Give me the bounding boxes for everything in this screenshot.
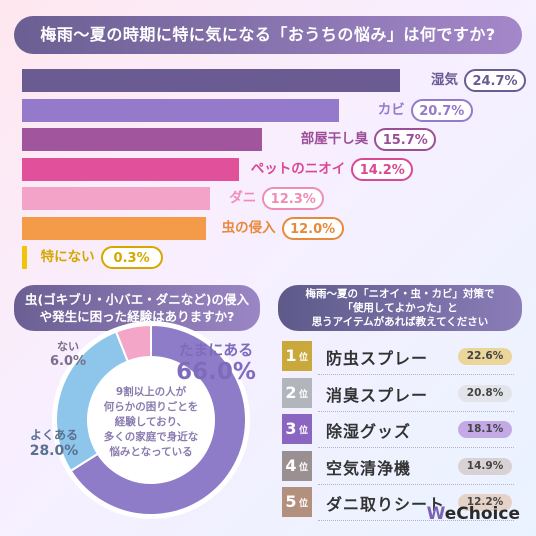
rank-divider [318,520,514,521]
bar-value-label: 12.3% [262,187,325,210]
bar-category-label: 虫の侵入 [221,219,276,236]
rank-number: 1 [285,346,297,365]
bar-value-label: 24.7% [464,69,526,92]
rank-number: 3 [285,419,297,438]
donut-category-label: ない [57,340,79,353]
bar-category-label: 特にない [40,249,95,265]
donut-category-label: たまにある [178,341,254,359]
rank-value: 18.1% [458,421,512,438]
donut-category-label: よくある [29,428,78,442]
rank-item-name: 消臭スプレー [326,385,429,405]
rank-item-name: 防虫スプレー [326,349,429,368]
rank-value: 14.9% [458,457,512,475]
rank-value: 22.6% [458,348,512,365]
bar [22,246,27,269]
header-title: 梅雨〜夏の時期に特に気になる「おうちの悩み」は何ですか? [40,25,496,44]
ranking-question-banner: 梅雨〜夏の「ニオイ・虫・カビ」対策で 「使用してよかった」と 思うアイテムがあれ… [278,285,522,331]
bar-value-label: 12.0% [281,216,344,240]
donut-slice [69,323,247,516]
bar-category-label: 部屋干し臭 [300,131,369,147]
bar [22,157,240,181]
rank-suffix: 位 [299,389,309,400]
donut-value-label: 66.0% [176,359,256,385]
bar-value-label: 0.3% [100,246,163,269]
bar-category-label: ペットのニオイ [250,160,346,177]
bar [22,216,206,240]
bar-category-label: カビ [377,101,405,118]
rank-value: 12.2% [458,494,512,511]
donut-question-text: 虫(ゴキブリ・小バエ・ダニなど)の侵入や発生に困った経験はありますか? [25,292,249,324]
rank-number: 5 [285,492,297,511]
bar [22,128,263,151]
rank-item-name: ダニ取りシート [326,495,446,514]
bar-value-label: 14.2% [351,157,414,181]
brand-logo: WeChoice [427,504,520,524]
bar [22,187,211,210]
rank-suffix: 位 [299,462,309,473]
donut-value-label: 28.0% [29,443,79,459]
brand-logo-text: eChoice [444,504,520,524]
rank-suffix: 位 [299,426,309,436]
donut-slice-label: よくある 28.0% [18,428,90,460]
donut-value-label: 6.0% [49,354,87,369]
rank-item-name: 空気清浄機 [326,458,412,478]
brand-logo-letter: W [426,504,445,524]
bar-value-label: 15.7% [374,128,437,151]
rank-divider [318,374,514,375]
donut-center-note: 9割以上の人が 何らかの困りごとを 経験しており、 多くの家庭で身近な 悩みとな… [103,386,199,458]
rank-item-name: 除湿グッズ [326,422,412,441]
donut-slice-label: たまにある 66.0% [168,341,264,385]
rank-value: 20.8% [458,384,512,402]
rank-number: 4 [285,455,297,475]
header-banner: 梅雨〜夏の時期に特に気になる「おうちの悩み」は何ですか? [14,16,522,54]
donut-hole [90,359,212,481]
rank-number: 2 [285,382,297,402]
rank-divider [318,483,514,485]
ranking-question-text: 梅雨〜夏の「ニオイ・虫・カビ」対策で 「使用してよかった」と 思うアイテムがあれ… [305,288,495,328]
rank-suffix: 位 [299,499,309,509]
donut-slice [114,323,152,363]
bar-category-label: ダニ [229,190,257,206]
rank-divider [318,410,514,412]
bar [22,98,339,122]
bar-category-label: 湿気 [431,72,458,88]
rank-divider [318,447,514,448]
rank-suffix: 位 [299,353,309,363]
bar [22,69,400,92]
bar-value-label: 20.7% [410,98,473,122]
donut-slice-label: ない 6.0% [40,340,96,370]
